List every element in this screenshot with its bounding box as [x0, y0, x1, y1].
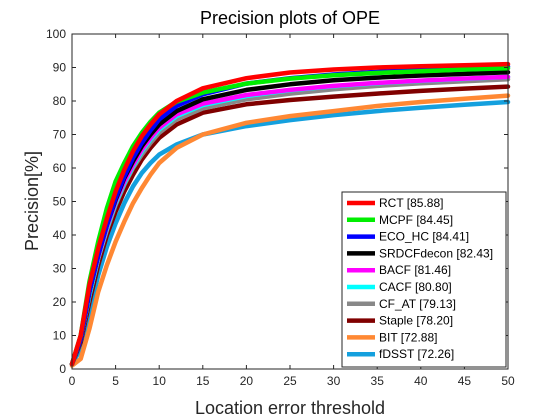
x-tick-label: 10 [153, 374, 167, 388]
legend-label-3: SRDCFdecon [82.43] [379, 246, 493, 260]
legend-label-8: BIT [72.88] [379, 330, 437, 344]
legend-label-7: Staple [78.20] [379, 314, 453, 328]
y-tick-label: 50 [53, 195, 67, 209]
y-tick-label: 10 [53, 329, 67, 343]
series-line-9 [69, 99, 511, 367]
y-tick-label: 70 [53, 128, 67, 142]
y-tick-label: 60 [53, 161, 67, 175]
y-tick-label: 90 [53, 61, 67, 75]
legend-label-0: RCT [85.88] [379, 196, 443, 210]
series-line-8 [69, 93, 511, 368]
legend-label-9: fDSST [72.26] [379, 347, 454, 361]
series-lines [69, 61, 511, 368]
legend-label-1: MCPF [84.45] [379, 213, 453, 227]
y-tick-label: 40 [53, 228, 67, 242]
x-tick-label: 5 [112, 374, 119, 388]
x-tick-label: 45 [458, 374, 472, 388]
y-axis-label: Precision[%] [22, 151, 42, 251]
x-tick-label: 40 [414, 374, 428, 388]
x-axis-label: Location error threshold [195, 398, 385, 418]
y-tick-label: 0 [59, 362, 66, 376]
y-tick-label: 20 [53, 295, 67, 309]
series-line-0 [69, 61, 511, 367]
x-tick-label: 15 [196, 374, 210, 388]
legend-label-4: BACF [81.46] [379, 263, 451, 277]
x-tick-label: 0 [69, 374, 76, 388]
y-tick-label: 30 [53, 262, 67, 276]
x-tick-label: 35 [371, 374, 385, 388]
legend: RCT [85.88] MCPF [84.45] ECO_HC [84.41] SRD… [341, 191, 507, 368]
y-tick-label: 80 [53, 94, 67, 108]
legend-label-6: CF_AT [79.13] [379, 297, 456, 311]
x-tick-label: 50 [501, 374, 515, 388]
x-tick-label: 30 [327, 374, 341, 388]
legend-label-5: CACF [80.80] [379, 280, 452, 294]
y-tick-label: 100 [46, 27, 66, 41]
x-tick-label: 20 [240, 374, 254, 388]
x-tick-label: 25 [283, 374, 297, 388]
axis-ticks: 0 5 10 15 20 25 30 35 40 45 50 0 10 20 30 40 50 60 70 80 90 1… [46, 27, 515, 388]
legend-label-2: ECO_HC [84.41] [379, 230, 469, 244]
chart-title: Precision plots of OPE [200, 8, 380, 28]
